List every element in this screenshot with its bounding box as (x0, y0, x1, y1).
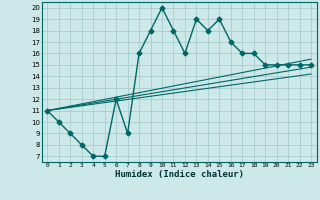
X-axis label: Humidex (Indice chaleur): Humidex (Indice chaleur) (115, 170, 244, 179)
